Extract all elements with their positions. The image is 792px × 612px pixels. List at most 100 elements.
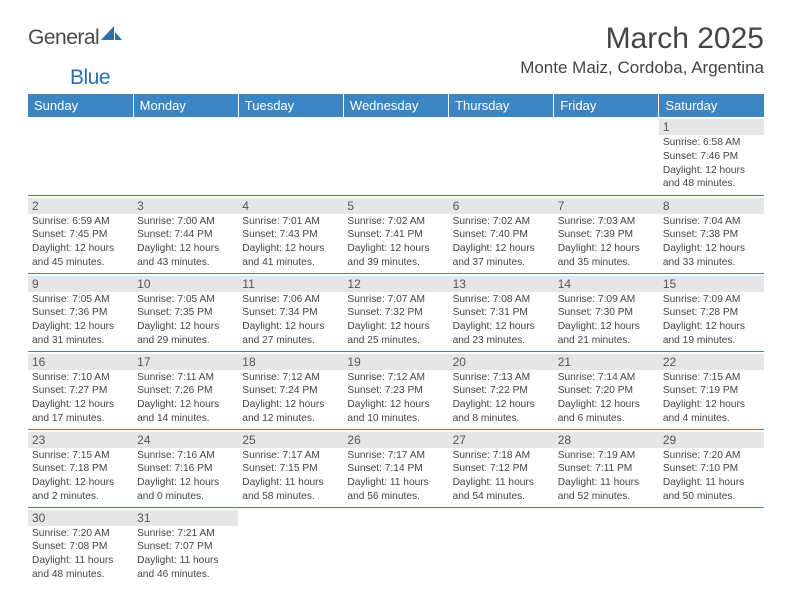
calendar-cell: 6Sunrise: 7:02 AMSunset: 7:40 PMDaylight…: [449, 195, 554, 273]
logo: General: [28, 26, 123, 50]
sunset-line: Sunset: 7:20 PM: [558, 384, 655, 398]
daylight-line: Daylight: 12 hours and 21 minutes.: [558, 320, 655, 348]
day-number: 7: [554, 198, 659, 214]
sunset-line: Sunset: 7:32 PM: [347, 306, 444, 320]
sunset-line: Sunset: 7:14 PM: [347, 462, 444, 476]
sunset-line: Sunset: 7:24 PM: [242, 384, 339, 398]
day-number: 30: [28, 510, 133, 526]
calendar-cell-empty: [449, 117, 554, 195]
day-number: 28: [554, 432, 659, 448]
calendar-cell: 28Sunrise: 7:19 AMSunset: 7:11 PMDayligh…: [554, 429, 659, 507]
sunrise-line: Sunrise: 7:13 AM: [453, 371, 550, 385]
sunset-line: Sunset: 7:43 PM: [242, 228, 339, 242]
calendar-cell: 15Sunrise: 7:09 AMSunset: 7:28 PMDayligh…: [659, 273, 764, 351]
daylight-line: Daylight: 11 hours and 50 minutes.: [663, 476, 760, 504]
sunset-line: Sunset: 7:35 PM: [137, 306, 234, 320]
calendar-cell: 9Sunrise: 7:05 AMSunset: 7:36 PMDaylight…: [28, 273, 133, 351]
calendar-cell: 23Sunrise: 7:15 AMSunset: 7:18 PMDayligh…: [28, 429, 133, 507]
sunset-line: Sunset: 7:34 PM: [242, 306, 339, 320]
daylight-line: Daylight: 12 hours and 17 minutes.: [32, 398, 129, 426]
logo-text-blue: Blue: [70, 66, 110, 89]
calendar-cell: 8Sunrise: 7:04 AMSunset: 7:38 PMDaylight…: [659, 195, 764, 273]
daylight-line: Daylight: 12 hours and 31 minutes.: [32, 320, 129, 348]
sunset-line: Sunset: 7:41 PM: [347, 228, 444, 242]
calendar-cell-empty: [449, 507, 554, 585]
daylight-line: Daylight: 12 hours and 43 minutes.: [137, 242, 234, 270]
daylight-line: Daylight: 12 hours and 39 minutes.: [347, 242, 444, 270]
day-number: 29: [659, 432, 764, 448]
day-number: 3: [133, 198, 238, 214]
daylight-line: Daylight: 12 hours and 2 minutes.: [32, 476, 129, 504]
logo-text-general: General: [28, 26, 99, 50]
calendar-cell: 27Sunrise: 7:18 AMSunset: 7:12 PMDayligh…: [449, 429, 554, 507]
calendar-cell-empty: [28, 117, 133, 195]
sunset-line: Sunset: 7:31 PM: [453, 306, 550, 320]
weekday-header: Saturday: [659, 94, 764, 117]
weekday-header: Sunday: [28, 94, 133, 117]
sunrise-line: Sunrise: 7:07 AM: [347, 293, 444, 307]
day-number: 16: [28, 354, 133, 370]
day-number: 11: [238, 276, 343, 292]
day-number: 31: [133, 510, 238, 526]
sunset-line: Sunset: 7:39 PM: [558, 228, 655, 242]
day-number: 17: [133, 354, 238, 370]
day-number: 27: [449, 432, 554, 448]
sunset-line: Sunset: 7:19 PM: [663, 384, 760, 398]
sunset-line: Sunset: 7:45 PM: [32, 228, 129, 242]
calendar-cell: 25Sunrise: 7:17 AMSunset: 7:15 PMDayligh…: [238, 429, 343, 507]
weekday-header: Thursday: [449, 94, 554, 117]
sunset-line: Sunset: 7:36 PM: [32, 306, 129, 320]
sunset-line: Sunset: 7:40 PM: [453, 228, 550, 242]
calendar-cell: 22Sunrise: 7:15 AMSunset: 7:19 PMDayligh…: [659, 351, 764, 429]
sunrise-line: Sunrise: 7:08 AM: [453, 293, 550, 307]
day-number: 22: [659, 354, 764, 370]
sunrise-line: Sunrise: 7:00 AM: [137, 215, 234, 229]
sunset-line: Sunset: 7:26 PM: [137, 384, 234, 398]
day-number: 8: [659, 198, 764, 214]
sunset-line: Sunset: 7:27 PM: [32, 384, 129, 398]
sunrise-line: Sunrise: 7:01 AM: [242, 215, 339, 229]
calendar-cell: 30Sunrise: 7:20 AMSunset: 7:08 PMDayligh…: [28, 507, 133, 585]
sunrise-line: Sunrise: 6:59 AM: [32, 215, 129, 229]
daylight-line: Daylight: 12 hours and 37 minutes.: [453, 242, 550, 270]
day-number: 9: [28, 276, 133, 292]
sunset-line: Sunset: 7:08 PM: [32, 540, 129, 554]
daylight-line: Daylight: 12 hours and 35 minutes.: [558, 242, 655, 270]
day-number: 2: [28, 198, 133, 214]
daylight-line: Daylight: 12 hours and 12 minutes.: [242, 398, 339, 426]
logo-sail-icon: [101, 24, 123, 47]
calendar-cell: 31Sunrise: 7:21 AMSunset: 7:07 PMDayligh…: [133, 507, 238, 585]
calendar-cell: 19Sunrise: 7:12 AMSunset: 7:23 PMDayligh…: [343, 351, 448, 429]
weekday-header: Tuesday: [238, 94, 343, 117]
calendar-cell: 13Sunrise: 7:08 AMSunset: 7:31 PMDayligh…: [449, 273, 554, 351]
day-number: 12: [343, 276, 448, 292]
calendar-cell: 4Sunrise: 7:01 AMSunset: 7:43 PMDaylight…: [238, 195, 343, 273]
calendar-cell: 24Sunrise: 7:16 AMSunset: 7:16 PMDayligh…: [133, 429, 238, 507]
sunrise-line: Sunrise: 7:02 AM: [453, 215, 550, 229]
calendar-cell: 21Sunrise: 7:14 AMSunset: 7:20 PMDayligh…: [554, 351, 659, 429]
sunrise-line: Sunrise: 7:05 AM: [137, 293, 234, 307]
month-title: March 2025: [520, 22, 764, 56]
sunrise-line: Sunrise: 7:10 AM: [32, 371, 129, 385]
calendar-cell-empty: [238, 507, 343, 585]
daylight-line: Daylight: 12 hours and 25 minutes.: [347, 320, 444, 348]
day-number: 6: [449, 198, 554, 214]
day-number: 25: [238, 432, 343, 448]
sunrise-line: Sunrise: 7:05 AM: [32, 293, 129, 307]
sunrise-line: Sunrise: 7:04 AM: [663, 215, 760, 229]
sunset-line: Sunset: 7:22 PM: [453, 384, 550, 398]
sunset-line: Sunset: 7:38 PM: [663, 228, 760, 242]
sunrise-line: Sunrise: 7:19 AM: [558, 449, 655, 463]
sunrise-line: Sunrise: 7:12 AM: [242, 371, 339, 385]
calendar-row: 30Sunrise: 7:20 AMSunset: 7:08 PMDayligh…: [28, 507, 764, 585]
calendar-row: 1Sunrise: 6:58 AMSunset: 7:46 PMDaylight…: [28, 117, 764, 195]
calendar-cell: 14Sunrise: 7:09 AMSunset: 7:30 PMDayligh…: [554, 273, 659, 351]
calendar-row: 23Sunrise: 7:15 AMSunset: 7:18 PMDayligh…: [28, 429, 764, 507]
calendar-cell-empty: [659, 507, 764, 585]
day-number: 24: [133, 432, 238, 448]
calendar-cell: 3Sunrise: 7:00 AMSunset: 7:44 PMDaylight…: [133, 195, 238, 273]
day-number: 1: [659, 119, 764, 135]
weekday-header-row: SundayMondayTuesdayWednesdayThursdayFrid…: [28, 94, 764, 117]
sunrise-line: Sunrise: 7:18 AM: [453, 449, 550, 463]
sunrise-line: Sunrise: 7:14 AM: [558, 371, 655, 385]
